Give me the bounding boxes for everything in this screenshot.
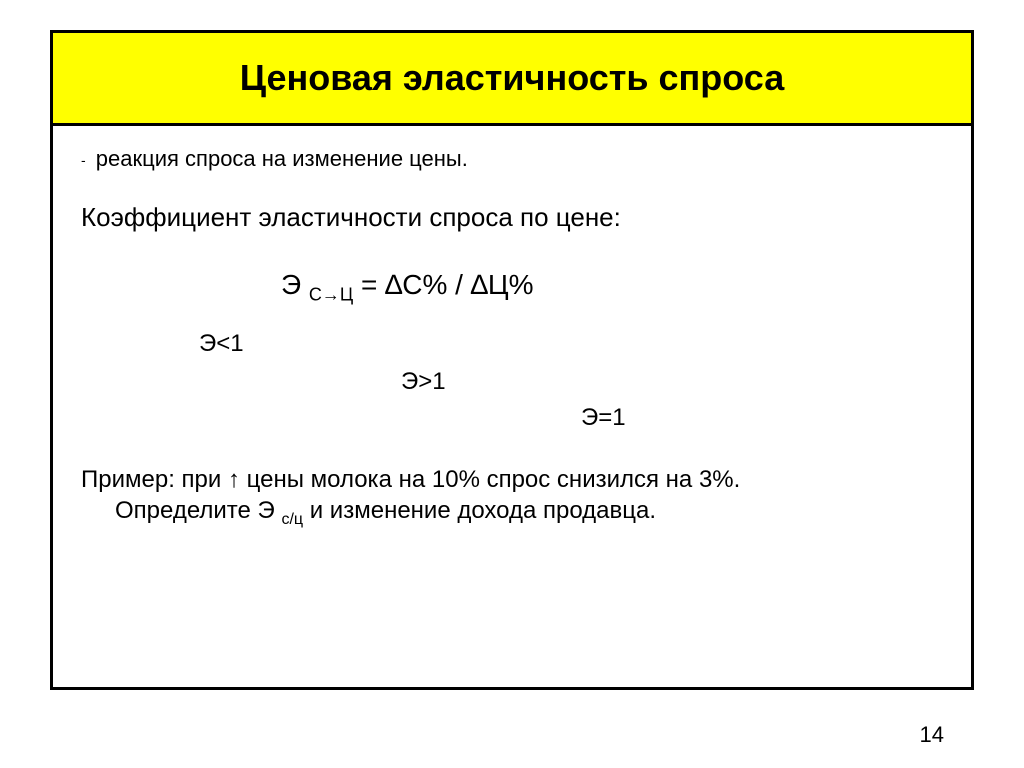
example-text-a: Определите Э	[115, 497, 281, 524]
formula-subscript: С→Ц	[309, 285, 353, 305]
bullet-dash: -	[81, 152, 86, 168]
example-subscript: с/ц	[281, 511, 303, 528]
definition-text: реакция спроса на изменение цены.	[96, 146, 468, 171]
slide-frame: Ценовая эластичность спроса - реакция сп…	[50, 30, 974, 690]
example-line2: Определите Э с/ц и изменение дохода прод…	[81, 495, 943, 531]
formula-expression: = ∆С% / ∆Ц%	[353, 269, 533, 300]
slide-content: - реакция спроса на изменение цены. Коэф…	[53, 126, 971, 550]
coefficient-label: Коэффициент эластичности спроса по цене:	[81, 202, 943, 233]
formula: Э С→Ц = ∆С% / ∆Ц%	[281, 269, 943, 306]
case-greater-than-one: Э>1	[401, 368, 446, 396]
example-block: Пример: при ↑ цены молока на 10% спрос с…	[81, 464, 943, 531]
example-line1: Пример: при ↑ цены молока на 10% спрос с…	[81, 464, 943, 495]
formula-symbol: Э	[281, 269, 309, 300]
title-bar: Ценовая эластичность спроса	[53, 33, 971, 126]
case-equal-one: Э=1	[581, 404, 626, 432]
slide-title: Ценовая эластичность спроса	[63, 57, 961, 99]
definition-line: - реакция спроса на изменение цены.	[81, 146, 943, 172]
cases-block: Э<1 Э>1 Э=1	[81, 330, 943, 440]
page-number: 14	[920, 722, 944, 748]
case-less-than-one: Э<1	[199, 330, 244, 358]
example-text-b: и изменение дохода продавца.	[303, 497, 656, 524]
